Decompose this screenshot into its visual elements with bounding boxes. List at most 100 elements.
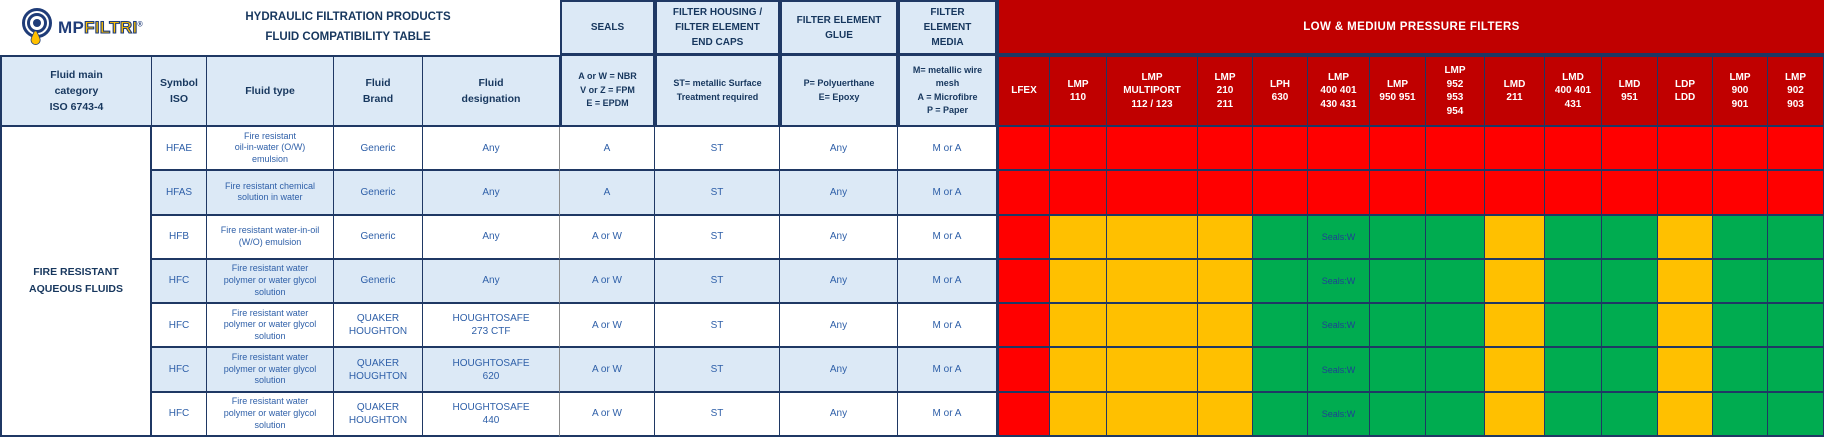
compatibility-cell-green: Seals:W — [1308, 392, 1370, 437]
header-band-columns: Fluid main category ISO 6743-4 Symbol IS… — [0, 55, 1824, 127]
compatibility-cell-yellow — [1107, 348, 1198, 393]
compatibility-cell-red — [1370, 171, 1426, 216]
compatibility-cell-green — [1768, 304, 1824, 349]
compatibility-cell-red — [1658, 127, 1713, 172]
glue-cell: Any — [780, 348, 898, 393]
filter-model-headers: LFEX LMP 110 LMP MULTIPORT 112 / 123 LMP 21… — [997, 55, 1824, 127]
compatibility-cell-green — [1768, 392, 1824, 437]
compatibility-cell-red — [997, 304, 1050, 349]
compatibility-cell-green — [1426, 392, 1485, 437]
filter-model-header: LMP 900 901 — [1713, 55, 1768, 127]
symbol-iso-cell: HFC — [152, 392, 207, 437]
filter-model-header: LMP 210 211 — [1198, 55, 1253, 127]
compatibility-cell-green — [1545, 392, 1602, 437]
compatibility-cell-green — [1426, 304, 1485, 349]
compatibility-cell-red — [1107, 171, 1198, 216]
compatibility-cell-green — [1426, 215, 1485, 260]
seals-cell: A — [560, 171, 655, 216]
fluid-brand-cell: QUAKER HOUGHTON — [334, 348, 423, 393]
media-cell: M or A — [898, 171, 997, 216]
fluid-designation-cell: Any — [423, 127, 560, 172]
compatibility-cell-yellow — [1050, 215, 1107, 260]
table-row: HFC Fire resistant water polymer or water… — [152, 392, 1824, 437]
compatibility-cell-green — [1713, 259, 1768, 305]
compatibility-cell-red — [1713, 171, 1768, 216]
column-header-fluid-brand: Fluid Brand — [334, 55, 423, 127]
fluid-designation-cell: HOUGHTOSAFE 273 CTF — [423, 304, 560, 349]
compatibility-cell-red — [1198, 127, 1253, 172]
compatibility-cell-red — [1308, 171, 1370, 216]
compatibility-cell-red — [1050, 127, 1107, 172]
glue-cell: Any — [780, 259, 898, 305]
compatibility-cell-red — [1602, 127, 1658, 172]
compatibility-cell-green — [1713, 215, 1768, 260]
housing-end-caps-cell: ST — [655, 171, 780, 216]
compatibility-cell-green — [1370, 392, 1426, 437]
fluid-brand-cell: QUAKER HOUGHTON — [334, 392, 423, 437]
compatibility-cell-yellow — [1658, 304, 1713, 349]
compatibility-cell-yellow — [1198, 348, 1253, 393]
seals-cell: A or W — [560, 348, 655, 393]
seals-cell: A — [560, 127, 655, 172]
fluid-brand-cell: Generic — [334, 171, 423, 216]
symbol-iso-cell: HFAS — [152, 171, 207, 216]
table-row: HFAE Fire resistant oil-in-water (O/W) em… — [152, 127, 1824, 172]
compatibility-cell-yellow — [1485, 215, 1545, 260]
compatibility-cell-yellow — [1050, 304, 1107, 349]
symbol-iso-cell: HFB — [152, 215, 207, 260]
filter-model-header: LMD 211 — [1485, 55, 1545, 127]
compatibility-cell-green — [1713, 392, 1768, 437]
compatibility-cell-green: Seals:W — [1308, 348, 1370, 393]
compatibility-cell-green — [1253, 259, 1308, 305]
compatibility-cell-green — [1545, 348, 1602, 393]
glue-cell: Any — [780, 304, 898, 349]
compatibility-cell-red — [1768, 127, 1824, 172]
compatibility-cell-green — [1713, 348, 1768, 393]
compatibility-cell-red — [1713, 127, 1768, 172]
compatibility-cell-green — [1545, 304, 1602, 349]
filter-model-header: LMP 902 903 — [1768, 55, 1824, 127]
compatibility-cell-green — [1426, 259, 1485, 305]
compatibility-cell-red — [1485, 127, 1545, 172]
seals-cell: A or W — [560, 215, 655, 260]
compatibility-cell-yellow — [1485, 259, 1545, 305]
compatibility-cell-red — [1198, 171, 1253, 216]
housing-end-caps-cell: ST — [655, 127, 780, 172]
compatibility-cell-green — [1253, 348, 1308, 393]
compatibility-cell-yellow — [1050, 392, 1107, 437]
fluid-category-cell: FIRE RESISTANT AQUEOUS FLUIDS — [0, 127, 152, 437]
compatibility-cell-yellow — [1485, 304, 1545, 349]
seals-cell: A or W — [560, 304, 655, 349]
compatibility-cell-yellow — [1658, 215, 1713, 260]
compatibility-cell-green — [1370, 215, 1426, 260]
legend-seals: A or W = NBR V or Z = FPM E = EPDM — [560, 55, 655, 127]
compatibility-cell-red — [1426, 127, 1485, 172]
compatibility-cell-green — [1602, 348, 1658, 393]
fluid-type-cell: Fire resistant water polymer or water gl… — [207, 259, 334, 305]
compatibility-cell-yellow — [1107, 304, 1198, 349]
header-seals: SEALS — [560, 0, 655, 55]
compatibility-cell-yellow — [1485, 392, 1545, 437]
compatibility-cell-green: Seals:W — [1308, 215, 1370, 260]
compatibility-cell-green — [1602, 304, 1658, 349]
compatibility-cell-green — [1253, 392, 1308, 437]
table-rows: HFAE Fire resistant oil-in-water (O/W) em… — [152, 127, 1824, 437]
compatibility-cell-red — [1485, 171, 1545, 216]
column-header-fluid-type: Fluid type — [207, 55, 334, 127]
fluid-type-cell: Fire resistant oil-in-water (O/W) emulsi… — [207, 127, 334, 172]
compatibility-cell-red — [997, 392, 1050, 437]
filter-model-header: LMP 950 951 — [1370, 55, 1426, 127]
column-header-fluid-main-category: Fluid main category ISO 6743-4 — [0, 55, 152, 127]
compatibility-cell-red — [1253, 127, 1308, 172]
filter-model-header: LMP 400 401 430 431 — [1308, 55, 1370, 127]
table-row: HFB Fire resistant water-in-oil (W/O) emu… — [152, 215, 1824, 260]
compatibility-cell-red — [997, 215, 1050, 260]
compatibility-cell-green: Seals:W — [1308, 259, 1370, 305]
fluid-designation-cell: HOUGHTOSAFE 620 — [423, 348, 560, 393]
compatibility-cell-yellow — [1658, 392, 1713, 437]
filter-model-header: LMP 952 953 954 — [1426, 55, 1485, 127]
media-cell: M or A — [898, 392, 997, 437]
glue-cell: Any — [780, 215, 898, 260]
legend-glue: P= Polyuerthane E= Epoxy — [780, 55, 898, 127]
